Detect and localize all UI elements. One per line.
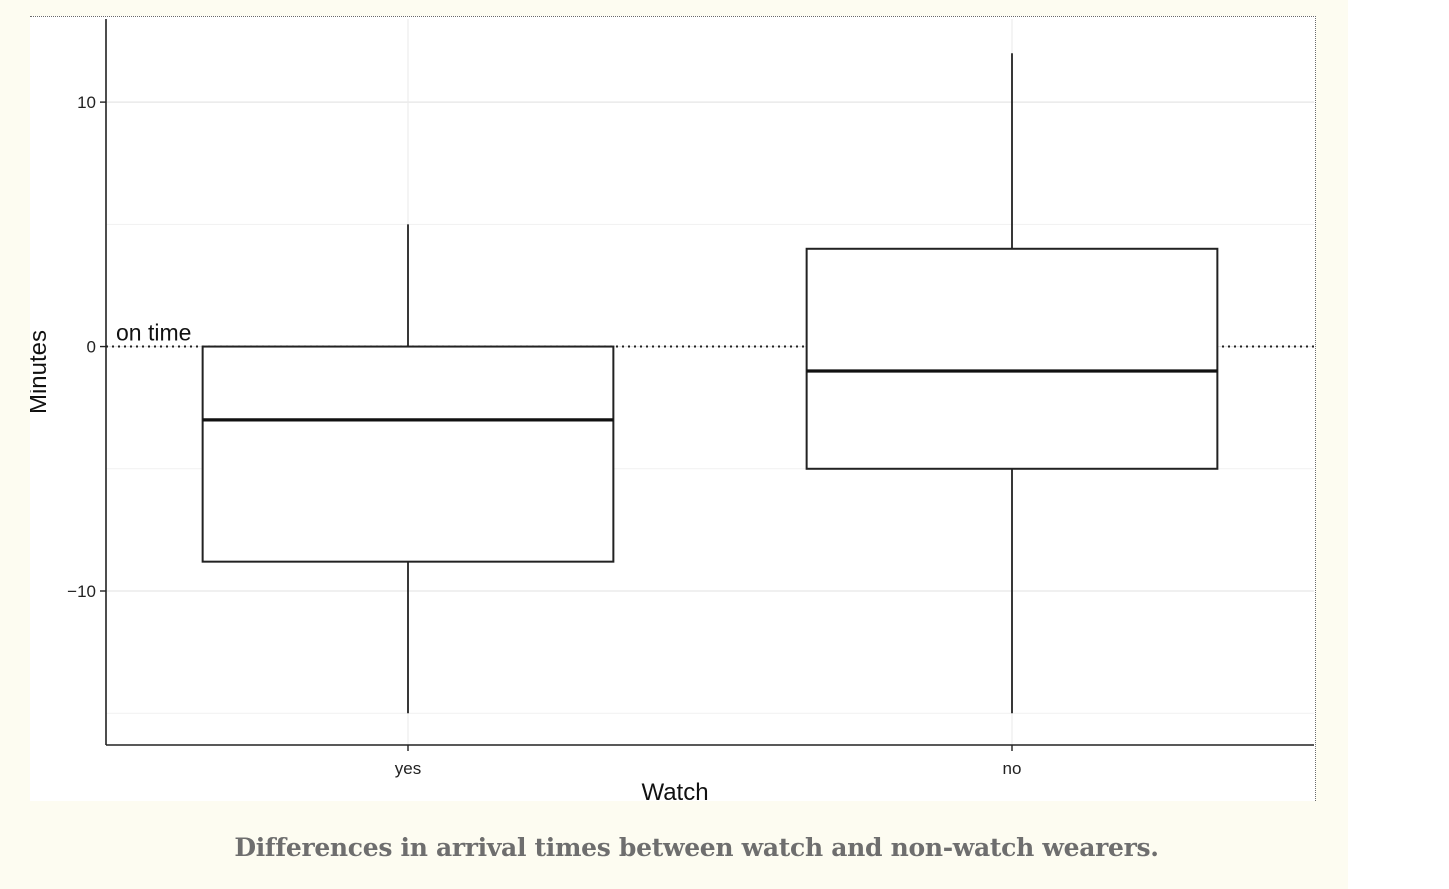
tick-layer: 10 0 −10 yes no xyxy=(67,93,1021,778)
y-axis-title: Minutes xyxy=(30,330,52,414)
y-tick-label: 0 xyxy=(87,338,96,357)
x-axis-title: Watch xyxy=(641,779,708,801)
figure-caption: Differences in arrival times between wat… xyxy=(234,833,1159,862)
chart-card: 10 0 −10 yes no Watch Minutes on time xyxy=(30,16,1316,801)
box-iqr xyxy=(201,345,615,563)
box-yes xyxy=(201,224,615,714)
x-tick-label: no xyxy=(1003,759,1022,778)
page-background: 10 0 −10 yes no Watch Minutes on time Differ… xyxy=(0,0,1348,889)
boxplot-chart: 10 0 −10 yes no Watch Minutes on time xyxy=(30,19,1314,801)
box-layer xyxy=(201,53,1219,714)
y-tick-label: −10 xyxy=(67,582,96,601)
x-tick-label: yes xyxy=(395,759,421,778)
box-no xyxy=(805,53,1219,714)
y-tick-label: 10 xyxy=(77,93,96,112)
axis-layer xyxy=(105,19,1314,746)
box-iqr xyxy=(805,247,1219,470)
on-time-label: on time xyxy=(116,320,191,346)
